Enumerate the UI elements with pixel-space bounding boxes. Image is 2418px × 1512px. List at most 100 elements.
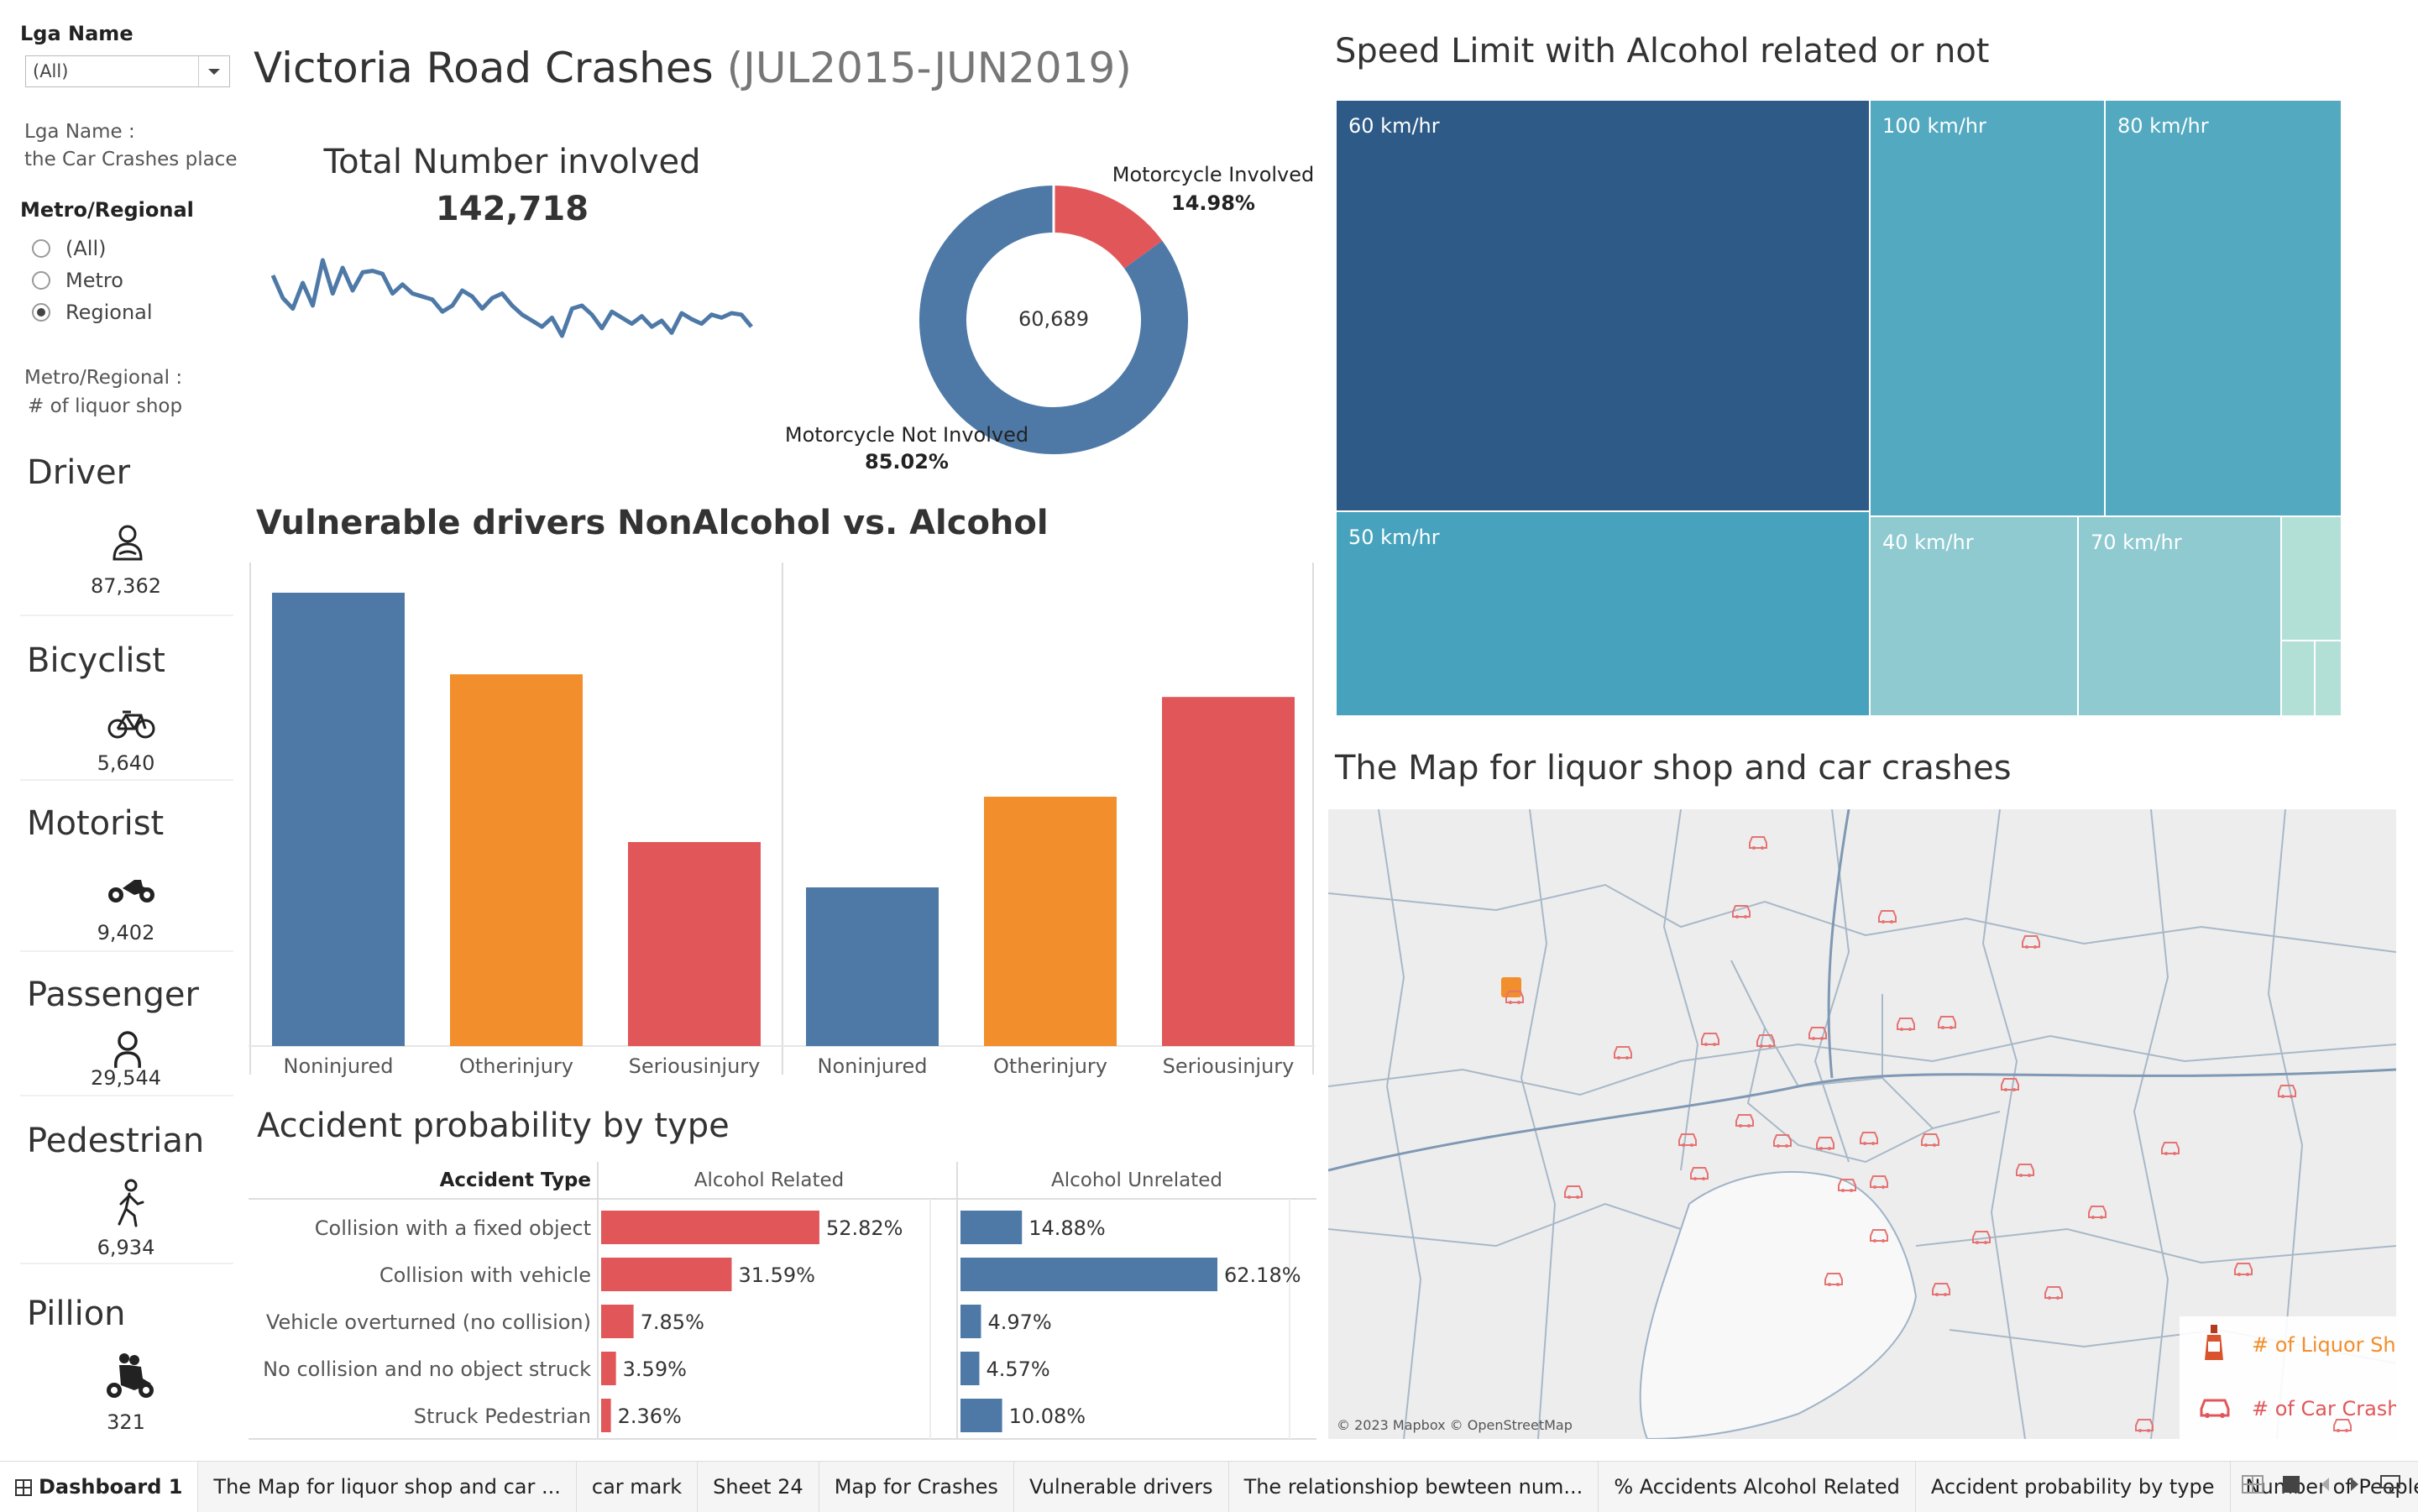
category-label: Collision with vehicle (379, 1263, 591, 1287)
donut-involved-label: Motorcycle Involved (1112, 163, 1315, 186)
treemap-cell-small[interactable] (2282, 641, 2314, 715)
lga-filter-label: Lga Name (20, 22, 133, 45)
car-crash-marker[interactable] (1971, 1229, 1991, 1244)
tab-sheet[interactable]: Sheet 24 (698, 1462, 819, 1512)
kpi-title-passenger: Passenger (27, 976, 199, 1014)
tab-sheet[interactable]: % Accidents Alcohol Related (1599, 1462, 1916, 1512)
car-crash-marker[interactable] (1756, 1033, 1775, 1048)
tab-nav-controls (2242, 1474, 2401, 1498)
map-title: The Map for liquor shop and car crashes (1335, 749, 2012, 787)
car-crash-marker[interactable] (2000, 1076, 2019, 1091)
car-crash-marker[interactable] (1772, 1133, 1792, 1148)
category-label: Otherinjury (459, 1054, 573, 1078)
kpi-title-motorist: Motorist (27, 804, 165, 843)
bar (601, 1211, 819, 1244)
tab-label: car mark (591, 1475, 683, 1499)
car-crash-marker[interactable] (2021, 934, 2040, 949)
liquor-crash-map[interactable]: © 2023 Mapbox © OpenStreetMap # of Liquo… (1328, 809, 2396, 1439)
bicycle-icon (8, 707, 243, 744)
car-crash-marker[interactable] (1735, 1112, 1754, 1127)
car-crash-marker[interactable] (1677, 1132, 1697, 1147)
bar (1162, 697, 1295, 1046)
category-label: Vehicle overturned (no collision) (266, 1311, 591, 1334)
car-crash-marker[interactable] (1563, 1184, 1583, 1199)
car-crash-marker[interactable] (1837, 1177, 1856, 1192)
kpi-divider (20, 1263, 233, 1264)
car-crash-marker[interactable] (1896, 1016, 1915, 1031)
next-tab-icon[interactable] (2349, 1475, 2361, 1497)
motorcycle-donut (919, 186, 1188, 454)
car-crash-marker[interactable] (2087, 1204, 2107, 1219)
donut-not-pct: 85.02% (865, 450, 949, 473)
treemap-cell-small[interactable] (2282, 517, 2341, 640)
car-crash-marker[interactable] (2160, 1140, 2180, 1155)
tab-sheet[interactable]: Dashboard 1 (0, 1462, 199, 1512)
car-crash-marker[interactable] (2277, 1083, 2296, 1098)
treemap-cell-100[interactable]: 100 km/hr (1871, 101, 2104, 515)
car-crash-marker[interactable] (1931, 1281, 1950, 1296)
lga-dropdown-value: (All) (33, 61, 69, 81)
presentation-icon[interactable] (2379, 1474, 2401, 1498)
car-crash-marker[interactable] (1920, 1132, 1939, 1147)
total-sparkline (270, 258, 753, 338)
donut-slice (1053, 186, 1163, 269)
data-label: 14.88% (1028, 1216, 1106, 1240)
car-crash-marker[interactable] (2134, 1417, 2154, 1432)
car-crash-marker[interactable] (1869, 1174, 1888, 1189)
car-crash-marker[interactable] (1505, 989, 1524, 1004)
car-crash-marker[interactable] (2015, 1162, 2034, 1177)
car-crash-marker[interactable] (1824, 1271, 1843, 1286)
treemap-cell-50[interactable]: 50 km/hr (1337, 512, 1869, 715)
car-crash-marker[interactable] (2044, 1284, 2063, 1300)
grid-view-icon[interactable] (2242, 1475, 2264, 1497)
treemap-cell-40[interactable]: 40 km/hr (1871, 517, 2077, 715)
treemap-cell-label: 70 km/hr (2091, 531, 2182, 554)
lga-dropdown[interactable]: (All) (25, 55, 230, 87)
tab-label: Vulnerable drivers (1028, 1475, 1213, 1499)
tab-sheet[interactable]: Accident probability by type (1916, 1462, 2231, 1512)
prev-tab-icon[interactable] (2319, 1475, 2331, 1497)
radio-option-regional[interactable]: Regional (32, 301, 153, 324)
car-crash-marker[interactable] (1700, 1031, 1719, 1046)
car-crash-marker[interactable] (1937, 1014, 1956, 1029)
series-header: Alcohol Related (694, 1169, 845, 1191)
car-crash-marker[interactable] (2233, 1261, 2253, 1276)
car-crash-marker[interactable] (1808, 1025, 1827, 1040)
chevron-down-icon[interactable] (198, 56, 229, 86)
category-label: No collision and no object struck (263, 1358, 591, 1381)
car-crash-marker[interactable] (1613, 1044, 1632, 1059)
bar (450, 674, 583, 1046)
tab-sheet[interactable]: The relationshiop bewteen num... (1229, 1462, 1599, 1512)
tab-sheet[interactable]: Map for Crashes (819, 1462, 1014, 1512)
car-crash-marker[interactable] (1731, 903, 1751, 918)
data-label: 62.18% (1224, 1263, 1301, 1287)
passenger-icon (8, 1029, 243, 1073)
bar (601, 1305, 634, 1338)
car-crash-marker[interactable] (1689, 1165, 1709, 1180)
car-crash-marker[interactable] (1748, 834, 1767, 850)
treemap-cell-small[interactable] (2316, 641, 2341, 715)
radio-option-metro[interactable]: Metro (32, 269, 123, 292)
filmstrip-icon[interactable] (2282, 1475, 2300, 1497)
bar (984, 797, 1117, 1046)
pedestrian-icon (8, 1179, 243, 1232)
car-crash-marker[interactable] (1815, 1135, 1834, 1150)
data-label: 3.59% (623, 1358, 687, 1381)
car-crash-marker[interactable] (1877, 908, 1897, 923)
kpi-value-passenger: 29,544 (91, 1066, 161, 1090)
treemap-cell-70[interactable]: 70 km/hr (2079, 517, 2280, 715)
treemap-cell-80[interactable]: 80 km/hr (2106, 101, 2341, 515)
tab-sheet[interactable]: The Map for liquor shop and car ... (198, 1462, 577, 1512)
tab-sheet[interactable]: car mark (577, 1462, 699, 1512)
treemap-cell-60[interactable]: 60 km/hr (1337, 101, 1869, 510)
radio-option-all[interactable]: (All) (32, 237, 106, 260)
map-liquor-marker[interactable] (1501, 977, 1521, 997)
radio-icon (32, 271, 50, 290)
data-label: 2.36% (618, 1405, 682, 1428)
car-crash-marker[interactable] (1869, 1227, 1888, 1243)
tab-sheet[interactable]: Vulnerable drivers (1014, 1462, 1229, 1512)
car-crash-marker[interactable] (2332, 1417, 2352, 1432)
car-crash-marker[interactable] (1859, 1130, 1878, 1145)
bar (272, 593, 405, 1046)
bar (806, 887, 939, 1046)
